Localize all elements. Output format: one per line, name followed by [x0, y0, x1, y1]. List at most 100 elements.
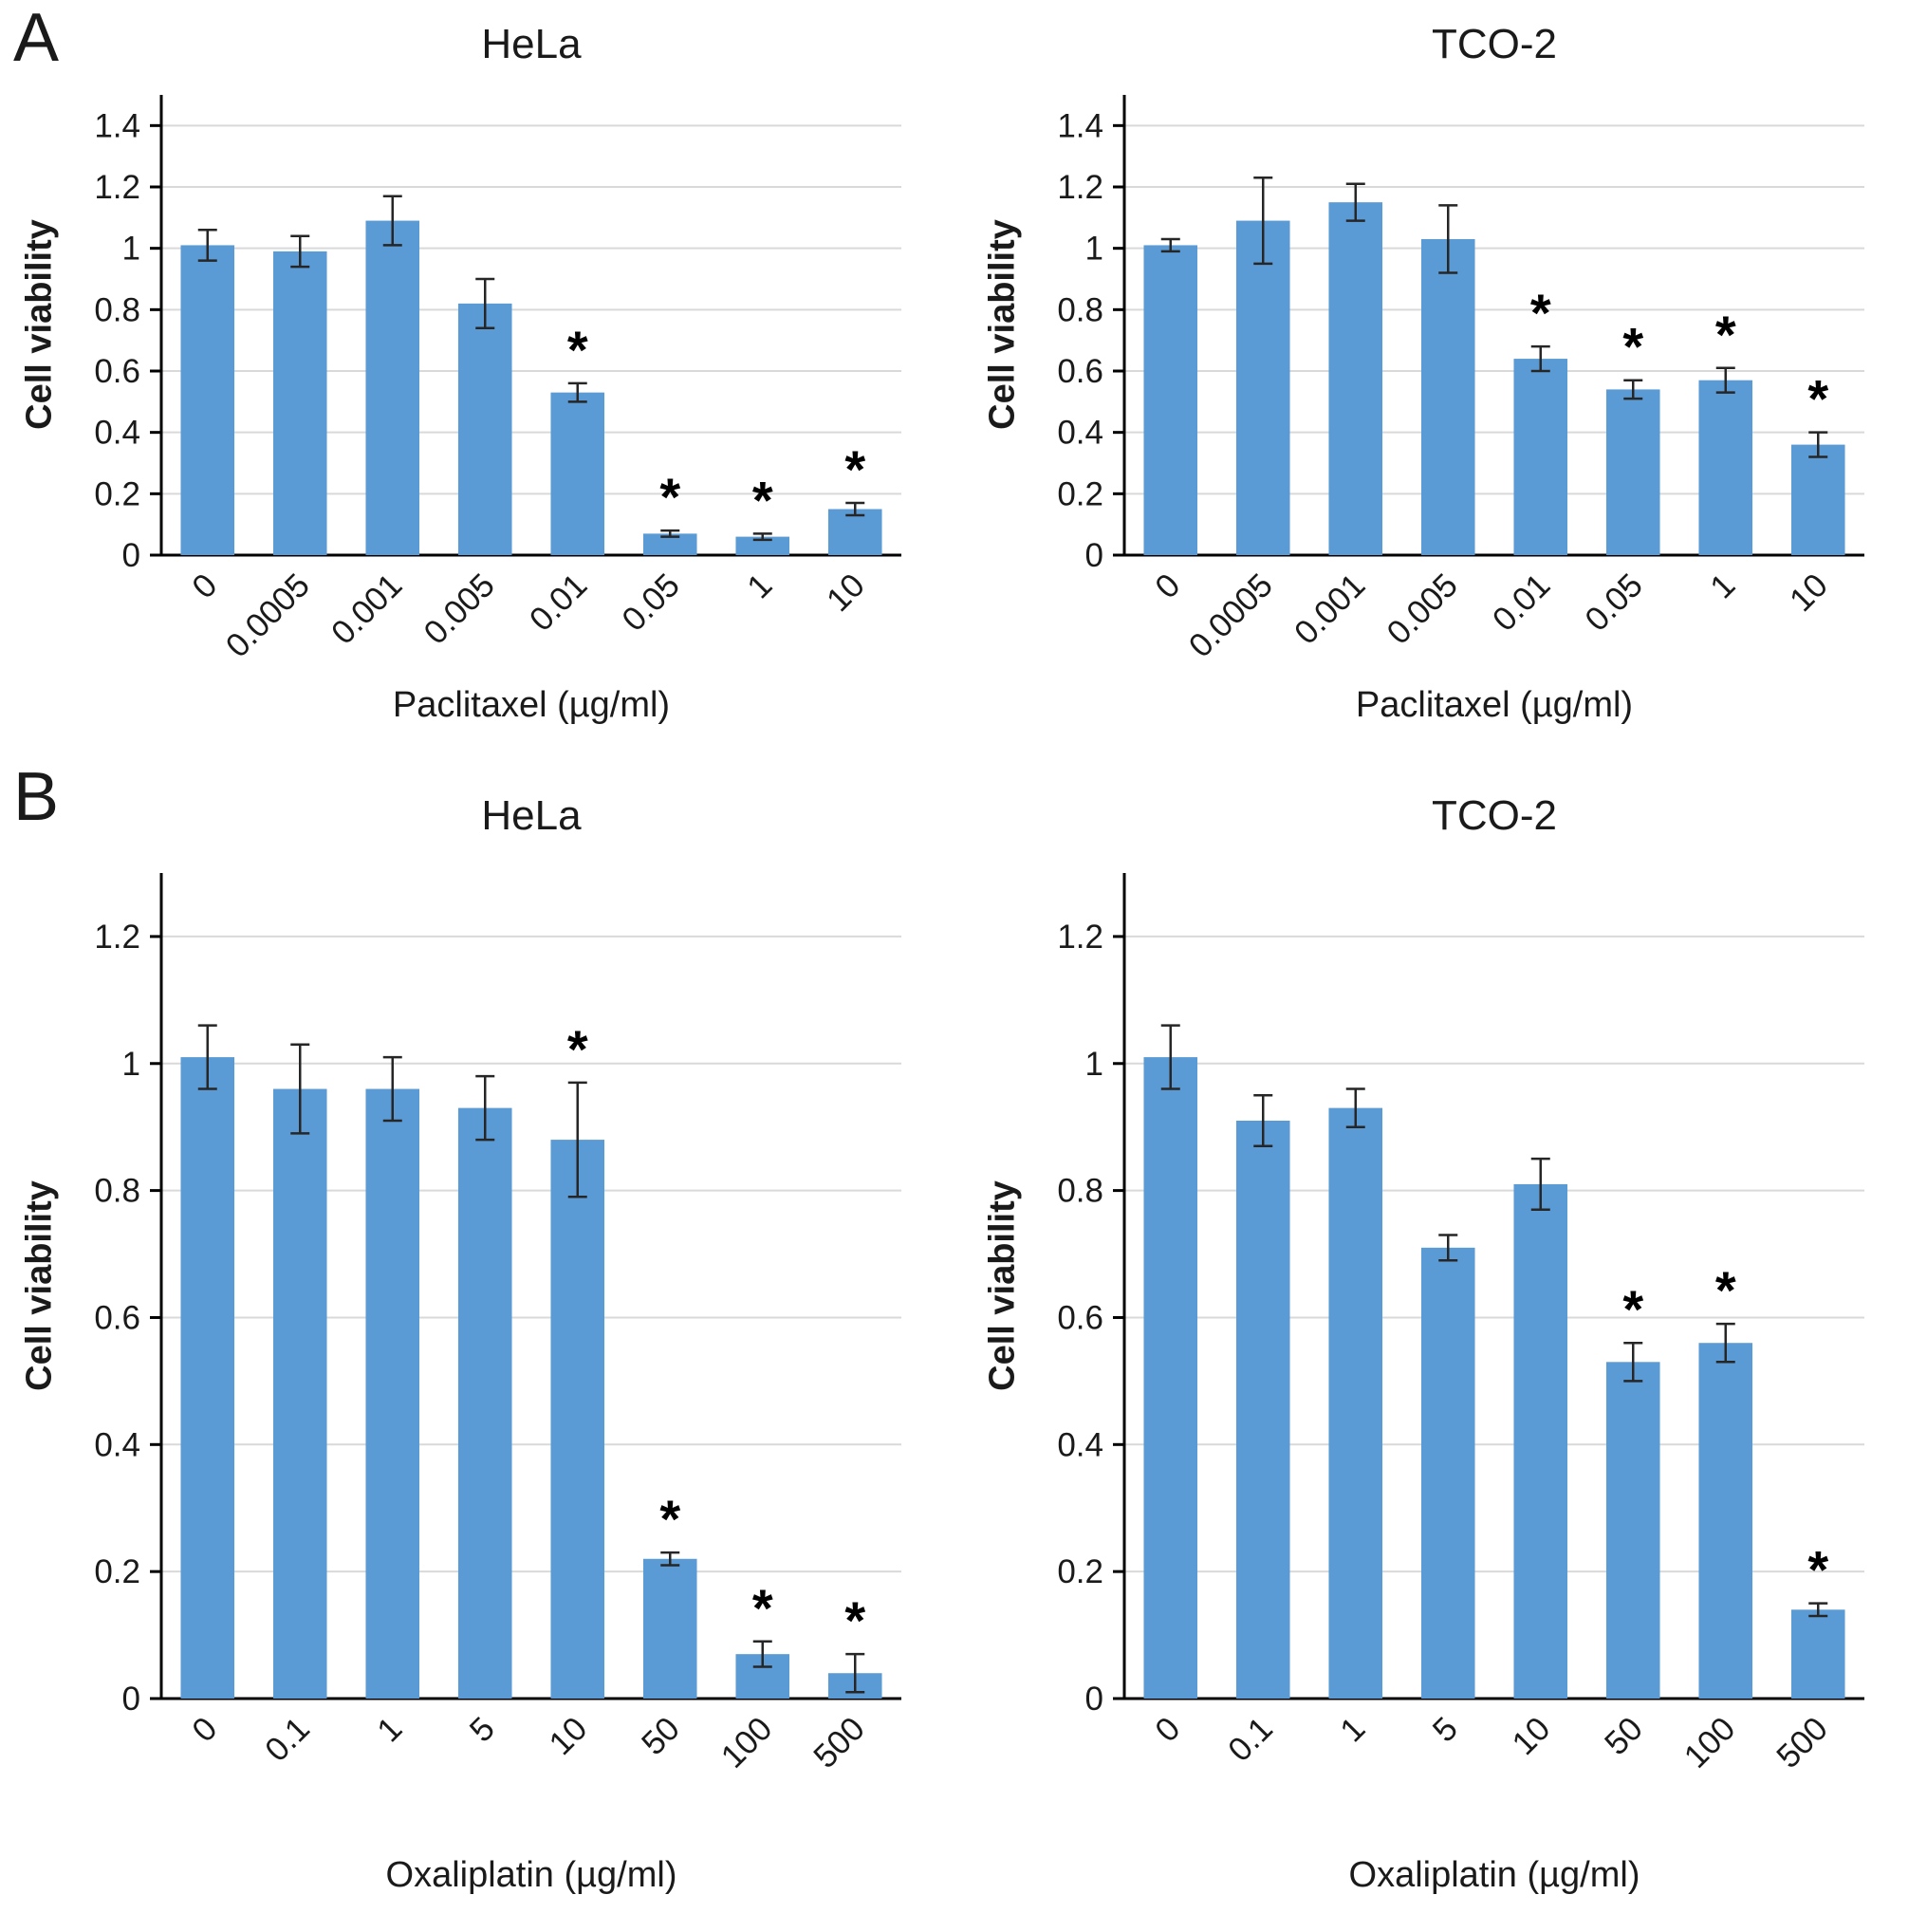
bar [550, 1140, 605, 1699]
y-tick-label: 1 [1085, 1046, 1103, 1083]
bar [1698, 1343, 1753, 1699]
significance-asterisk: * [844, 439, 865, 499]
x-tick-label: 0 [1148, 567, 1187, 605]
bar [1235, 220, 1290, 556]
x-tick-label: 5 [463, 1710, 502, 1749]
bar [1698, 380, 1753, 555]
y-tick-label: 0.6 [1057, 353, 1103, 390]
significance-asterisk: * [752, 470, 773, 529]
y-tick-label: 1.2 [94, 169, 140, 206]
bar [642, 533, 697, 555]
x-tick-label: 0.0005 [1182, 567, 1280, 664]
significance-asterisk: * [1622, 317, 1643, 377]
x-tick-label: 0.01 [523, 567, 595, 639]
panel-a-label: A [13, 0, 60, 76]
chart-hela-oxaliplatin: HeLa Cell viability 0 0.2 0.4 0.6 0.8 1 1.2 0 0.… [0, 750, 963, 1932]
bar [1235, 1121, 1290, 1699]
y-tick-label: 0 [122, 537, 140, 574]
y-tick-label: 0.8 [1057, 291, 1103, 328]
panel-b-charts-row: HeLa Cell viability 0 0.2 0.4 0.6 0.8 1 1.2 0 0.… [0, 750, 1927, 1932]
x-axis-title: Oxaliplatin (µg/ml) [1348, 1855, 1640, 1895]
chart-hela-paclitaxel: HeLa Cell viability 0 0.2 0.4 0.6 0.8 1 1.2 1.4… [0, 0, 963, 750]
bar [272, 251, 327, 555]
y-tick-label: 0.2 [1057, 1553, 1103, 1590]
panel-a-charts-row: HeLa Cell viability 0 0.2 0.4 0.6 0.8 1 1.2 1.4… [0, 0, 1927, 750]
bar [457, 1107, 512, 1699]
y-tick-label: 0.8 [94, 291, 140, 328]
bar-chart-plot: 0 0.2 0.4 0.6 0.8 1 1.2 0 0.1 1 5 10 * 50 * 100 * 500 [1057, 873, 1864, 1775]
x-axis-title: Paclitaxel (µg/ml) [392, 685, 671, 725]
x-tick-label: 1 [1333, 1710, 1372, 1749]
y-tick-label: 0.6 [94, 1299, 140, 1336]
x-tick-label: 1 [1703, 567, 1742, 605]
significance-asterisk: * [567, 320, 588, 380]
bar [1513, 359, 1568, 555]
chart-title: HeLa [481, 792, 582, 839]
chart-title: HeLa [481, 21, 582, 67]
x-tick-label: 0.1 [258, 1710, 317, 1769]
x-tick-label: 1 [370, 1710, 409, 1749]
y-tick-label: 0.4 [1057, 1426, 1103, 1463]
x-tick-label: 0.05 [1578, 567, 1650, 639]
x-tick-label: 50 [1598, 1710, 1650, 1762]
y-axis-title: Cell viability [19, 1180, 60, 1391]
y-tick-label: 0 [1085, 537, 1103, 574]
panel-a: A HeLa Cell viability 0 0.2 0.4 0.6 0.8 1 1.2 1… [0, 0, 1927, 750]
significance-asterisk: * [1807, 1540, 1828, 1600]
significance-asterisk: * [1807, 369, 1828, 429]
significance-asterisk: * [1530, 283, 1551, 343]
chart-tco2-paclitaxel: TCO-2 Cell viability 0 0.2 0.4 0.6 0.8 1 1.2 1.… [963, 0, 1926, 750]
bar [180, 1057, 235, 1699]
bar [1513, 1183, 1568, 1699]
significance-asterisk: * [1622, 1279, 1643, 1339]
significance-asterisk: * [844, 1590, 865, 1650]
y-tick-label: 0.4 [1057, 415, 1103, 452]
bar [457, 303, 512, 555]
panel-b: B HeLa Cell viability 0 0.2 0.4 0.6 0.8 1 1.2 0… [0, 750, 1927, 1932]
x-tick-label: 0.001 [1288, 567, 1373, 652]
x-tick-label: 100 [714, 1710, 780, 1775]
bar [550, 392, 605, 555]
y-tick-label: 0.8 [1057, 1173, 1103, 1210]
y-tick-label: 0.2 [1057, 475, 1103, 512]
x-tick-label: 10 [1783, 567, 1835, 619]
x-tick-label: 0.005 [1380, 567, 1465, 652]
y-tick-label: 1 [122, 231, 140, 268]
x-tick-label: 0.01 [1486, 567, 1558, 639]
x-tick-label: 100 [1677, 1710, 1743, 1775]
x-tick-label: 0.001 [324, 567, 410, 652]
y-tick-label: 1.4 [94, 107, 140, 144]
bar-chart-plot: 00.20.40.60.811.21.400.0005 0.001 0.005*0.… [94, 95, 901, 664]
x-tick-label: 10 [820, 567, 872, 619]
x-tick-label: 10 [542, 1710, 594, 1762]
significance-asterisk: * [659, 1489, 680, 1549]
y-axis-title: Cell viability [982, 1180, 1023, 1391]
bar [827, 509, 882, 555]
x-tick-label: 500 [1770, 1710, 1835, 1775]
bar [1790, 444, 1845, 555]
bar [1328, 202, 1383, 555]
y-tick-label: 0.8 [94, 1173, 140, 1210]
significance-asterisk: * [1715, 305, 1736, 364]
y-axis-title: Cell viability [982, 219, 1023, 430]
y-tick-label: 1 [1085, 231, 1103, 268]
bar [1605, 1362, 1660, 1699]
chart-title: TCO-2 [1432, 21, 1557, 67]
y-tick-label: 0.2 [94, 475, 140, 512]
bar [1605, 389, 1660, 555]
y-tick-label: 1.2 [1057, 169, 1103, 206]
x-tick-label: 0 [185, 567, 224, 605]
bar [1790, 1609, 1845, 1699]
x-tick-label: 0 [185, 1710, 224, 1749]
bar [735, 536, 790, 555]
bar [365, 220, 420, 556]
chart-tco2-oxaliplatin: TCO-2 Cell viability 0 0.2 0.4 0.6 0.8 1 1.2 0 0… [963, 750, 1926, 1932]
bar [642, 1558, 697, 1699]
x-axis-title: Oxaliplatin (µg/ml) [385, 1855, 677, 1895]
significance-asterisk: * [752, 1578, 773, 1638]
chart-title: TCO-2 [1432, 792, 1557, 839]
significance-asterisk: * [567, 1019, 588, 1079]
y-axis-title: Cell viability [19, 219, 60, 430]
panel-b-label: B [13, 759, 60, 835]
